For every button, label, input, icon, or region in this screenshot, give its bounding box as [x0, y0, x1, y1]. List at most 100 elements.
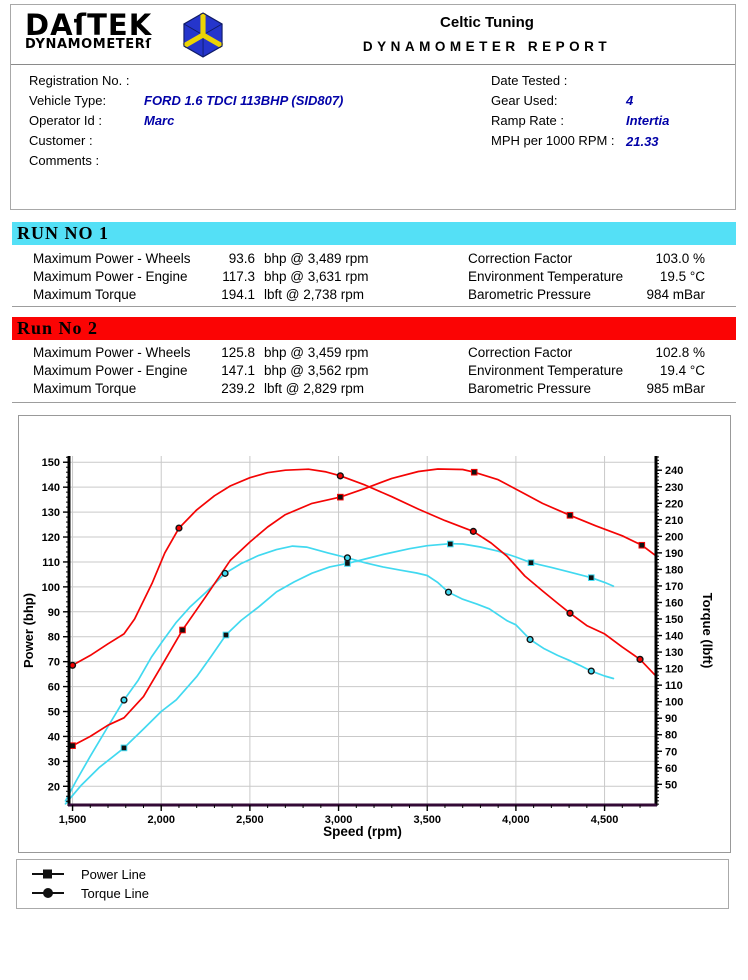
svg-text:4,500: 4,500 [591, 814, 619, 826]
info-value-vehicle-type: FORD 1.6 TDCI 113BHP (SID807) [144, 93, 344, 108]
env-value: 19.4 °C [659, 363, 705, 378]
company-name: Celtic Tuning [440, 14, 534, 31]
stat-value: 125.8 [221, 345, 255, 360]
info-value-ramp-rate: Intertia [626, 113, 670, 128]
env-value: 103.0 % [655, 251, 705, 266]
svg-text:Power (bhp): Power (bhp) [21, 593, 36, 668]
stat-label: Maximum Power - Engine [33, 269, 188, 284]
svg-text:150: 150 [665, 614, 683, 626]
svg-text:90: 90 [665, 713, 677, 725]
stat-value: 93.6 [228, 251, 255, 266]
svg-text:1,500: 1,500 [59, 814, 87, 826]
env-label: Environment Temperature [468, 363, 624, 378]
svg-text:2,000: 2,000 [147, 814, 175, 826]
section-divider [12, 306, 736, 307]
stat-unit: bhp @ 3,631 rpm [264, 269, 369, 284]
info-label-mph-per-1000rpm: MPH per 1000 RPM : [491, 133, 615, 148]
svg-text:140: 140 [665, 631, 683, 643]
dyno-chart-box: 20 30 40 50 60 70 80 90 100 110 120 130 140 150 50 60 70… [18, 415, 731, 853]
run2-env-pressure: Barometric Pressure 985 mBar [468, 381, 705, 396]
run2-env-correction: Correction Factor 102.8 % [468, 345, 705, 360]
dyno-chart-svg: 20 30 40 50 60 70 80 90 100 110 120 130 140 150 50 60 70… [21, 456, 715, 839]
stat-unit: lbft @ 2,738 rpm [264, 287, 364, 302]
svg-text:3,000: 3,000 [325, 814, 353, 826]
svg-text:60: 60 [48, 682, 60, 694]
stat-unit: lbft @ 2,829 rpm [264, 381, 364, 396]
run2-title: Run No 2 [17, 318, 99, 338]
info-value-gear-used: 4 [626, 93, 634, 108]
legend-item-torque-line: Torque Line [31, 885, 149, 901]
svg-text:110: 110 [42, 557, 60, 569]
run1-title: RUN NO 1 [17, 223, 109, 243]
report-header: DAſTEK DYNAMOMETERſ Celtic Tuning DYNAMO… [11, 5, 735, 65]
svg-text:Speed (rpm): Speed (rpm) [323, 824, 402, 839]
svg-text:220: 220 [665, 498, 683, 510]
info-label-ramp-rate: Ramp Rate : [491, 113, 564, 128]
svg-text:150: 150 [42, 457, 60, 469]
env-value: 102.8 % [655, 345, 705, 360]
svg-text:4,000: 4,000 [502, 814, 530, 826]
svg-text:140: 140 [42, 482, 60, 494]
svg-text:70: 70 [48, 657, 60, 669]
dastek-cube-icon [181, 11, 225, 64]
svg-text:20: 20 [48, 781, 60, 793]
svg-text:120: 120 [42, 532, 60, 544]
stat-label: Maximum Torque [33, 381, 137, 396]
legend-item-power-line: Power Line [31, 867, 146, 882]
header-info-box: DAſTEK DYNAMOMETERſ Celtic Tuning DYNAMO… [10, 4, 736, 210]
info-label-comments: Comments : [29, 153, 100, 168]
env-label: Correction Factor [468, 251, 573, 266]
svg-text:40: 40 [48, 731, 60, 743]
svg-text:90: 90 [48, 607, 60, 619]
svg-text:190: 190 [665, 548, 683, 560]
dastek-logo-subtitle: DYNAMOMETERſ [25, 37, 152, 52]
stat-unit: bhp @ 3,562 rpm [264, 363, 369, 378]
svg-text:130: 130 [665, 647, 683, 659]
env-value: 985 mBar [646, 381, 705, 396]
svg-text:50: 50 [665, 779, 677, 791]
env-value: 19.5 °C [659, 269, 705, 284]
stat-label: Maximum Torque [33, 287, 137, 302]
legend-label: Torque Line [81, 885, 149, 901]
run1-env-temperature: Environment Temperature 19.5 °C [468, 269, 705, 284]
info-label-customer: Customer : [29, 133, 93, 148]
svg-text:60: 60 [665, 763, 677, 775]
dastek-logo-wordmark: DAſTEK [25, 8, 153, 42]
section-divider [12, 402, 736, 403]
run1-env-correction: Correction Factor 103.0 % [468, 251, 705, 266]
dastek-logo: DAſTEK DYNAMOMETERſ [25, 10, 152, 52]
info-label-registration: Registration No. : [29, 73, 130, 88]
stat-value: 147.1 [221, 363, 255, 378]
info-label-gear-used: Gear Used: [491, 93, 558, 108]
svg-text:160: 160 [665, 597, 683, 609]
stat-label: Maximum Power - Wheels [33, 345, 191, 360]
svg-text:2,500: 2,500 [236, 814, 264, 826]
report-title: DYNAMOMETER REPORT [362, 39, 612, 54]
env-label: Environment Temperature [468, 269, 624, 284]
svg-text:240: 240 [665, 465, 683, 477]
svg-text:80: 80 [48, 632, 60, 644]
svg-text:70: 70 [665, 746, 677, 758]
power-line-marker-icon [32, 869, 64, 879]
svg-text:50: 50 [48, 707, 60, 719]
svg-text:100: 100 [665, 697, 683, 709]
env-label: Barometric Pressure [468, 287, 592, 302]
torque-line-marker-icon [32, 888, 64, 898]
svg-text:80: 80 [665, 730, 677, 742]
info-label-operator-id: Operator Id : [29, 113, 102, 128]
svg-text:Torque (lbft): Torque (lbft) [700, 593, 715, 669]
env-label: Correction Factor [468, 345, 573, 360]
info-value-mph-per-1000rpm: 21.33 [626, 134, 659, 149]
run2-stat-torque: Maximum Torque 239.2 lbft @ 2,829 rpm [33, 381, 443, 396]
svg-text:200: 200 [665, 531, 683, 543]
env-label: Barometric Pressure [468, 381, 592, 396]
run1-banner: RUN NO 1 [12, 222, 736, 245]
svg-text:130: 130 [42, 507, 60, 519]
title-block: Celtic Tuning DYNAMOMETER REPORT [291, 14, 683, 54]
info-label-vehicle-type: Vehicle Type: [29, 93, 107, 108]
run2-banner: Run No 2 [12, 317, 736, 340]
svg-text:120: 120 [665, 664, 683, 676]
run1-env-pressure: Barometric Pressure 984 mBar [468, 287, 705, 302]
stat-value: 239.2 [221, 381, 255, 396]
